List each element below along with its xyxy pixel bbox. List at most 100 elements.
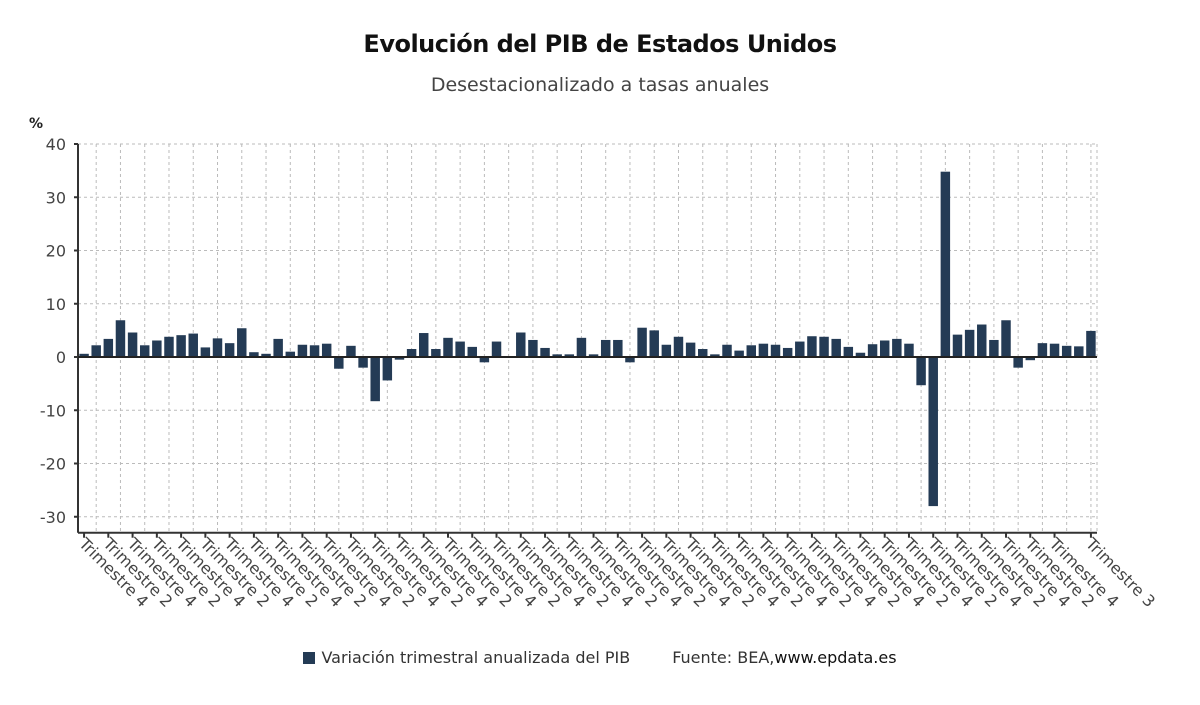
y-tick-label: -30 <box>40 508 66 527</box>
bar <box>576 337 587 357</box>
bar <box>1001 320 1011 357</box>
bar <box>661 344 672 357</box>
bar <box>758 343 769 357</box>
bar <box>1061 345 1072 357</box>
bar <box>212 338 223 357</box>
bar <box>188 333 198 357</box>
bars <box>79 171 1096 507</box>
bar <box>152 340 162 357</box>
bar <box>1037 343 1048 357</box>
axes <box>74 143 1097 538</box>
y-tick-label: -20 <box>40 455 66 474</box>
bar <box>443 337 453 357</box>
bar <box>685 342 696 357</box>
bar <box>600 339 611 357</box>
y-axis-label: % <box>29 116 43 132</box>
bar <box>1086 330 1096 357</box>
bar <box>431 349 441 357</box>
bar <box>964 329 975 357</box>
y-tick-label: 0 <box>56 348 66 367</box>
bar <box>625 357 635 363</box>
bar <box>455 341 465 357</box>
bar <box>807 336 817 357</box>
bar <box>916 357 926 386</box>
y-tick-label: 30 <box>46 188 66 207</box>
bar <box>1074 346 1084 357</box>
bar <box>467 346 477 357</box>
bar <box>831 338 841 357</box>
bar <box>370 357 380 402</box>
bar <box>1025 357 1036 361</box>
bar <box>273 338 283 357</box>
bar <box>419 333 429 357</box>
bar <box>892 338 902 357</box>
bar <box>1013 357 1023 368</box>
legend: Variación trimestral anualizada del PIB … <box>0 648 1200 667</box>
bar <box>115 320 126 357</box>
y-tick-label: 10 <box>46 295 66 314</box>
bar <box>867 344 878 357</box>
bar <box>479 357 490 363</box>
bar <box>1049 343 1060 357</box>
bar <box>843 346 854 357</box>
y-tick-label: 40 <box>46 135 66 154</box>
chart-title: Evolución del PIB de Estados Unidos <box>363 30 837 58</box>
bar <box>406 349 417 357</box>
bar <box>394 357 405 360</box>
bar <box>516 332 526 357</box>
bar <box>358 357 368 368</box>
bar <box>613 339 623 357</box>
bar <box>176 335 186 357</box>
y-tick-label: 20 <box>46 242 66 261</box>
bar <box>224 343 235 357</box>
bar <box>710 354 720 357</box>
bar <box>103 338 114 357</box>
bar <box>139 345 150 357</box>
bar <box>540 347 550 357</box>
bar <box>879 340 890 357</box>
bar <box>285 351 296 357</box>
y-tick-label: -10 <box>40 401 66 420</box>
bar <box>249 352 259 357</box>
bar <box>637 327 647 357</box>
bar <box>491 341 502 357</box>
bar <box>698 349 708 357</box>
bar <box>297 344 308 357</box>
bar <box>564 354 575 357</box>
y-tick-labels: 40 30 20 10 0 -10 -20 -30 <box>40 135 66 527</box>
bar <box>334 357 344 369</box>
bar <box>649 330 659 357</box>
bar <box>795 341 805 357</box>
bar <box>904 343 914 357</box>
bar <box>746 345 756 357</box>
source-link[interactable]: www.epdata.es <box>774 648 897 667</box>
bar <box>127 332 138 357</box>
bar <box>819 336 829 357</box>
bar <box>382 357 393 381</box>
bar <box>989 339 999 357</box>
bar <box>309 345 320 357</box>
bar <box>164 336 174 357</box>
legend-series-label: Variación trimestral anualizada del PIB <box>321 648 631 667</box>
bar <box>91 345 101 357</box>
chart-subtitle: Desestacionalizado a tasas anuales <box>430 74 770 96</box>
bar <box>770 344 781 357</box>
bar <box>734 350 744 357</box>
bar-chart: 40 30 20 10 0 -10 -20 -30 Trimestre 4Trimestre … <box>29 116 1160 611</box>
bar <box>79 353 89 357</box>
bar <box>552 354 562 357</box>
bar <box>940 171 951 357</box>
bar <box>782 347 793 357</box>
bar <box>722 344 732 357</box>
bar <box>928 357 938 507</box>
bar <box>952 334 963 357</box>
bar <box>321 343 332 357</box>
bar <box>261 353 271 357</box>
bar <box>855 352 866 357</box>
bar <box>237 328 247 357</box>
bar <box>528 339 538 357</box>
source-prefix: Fuente: BEA, <box>672 648 775 667</box>
bar <box>346 345 356 357</box>
bar <box>673 336 684 357</box>
